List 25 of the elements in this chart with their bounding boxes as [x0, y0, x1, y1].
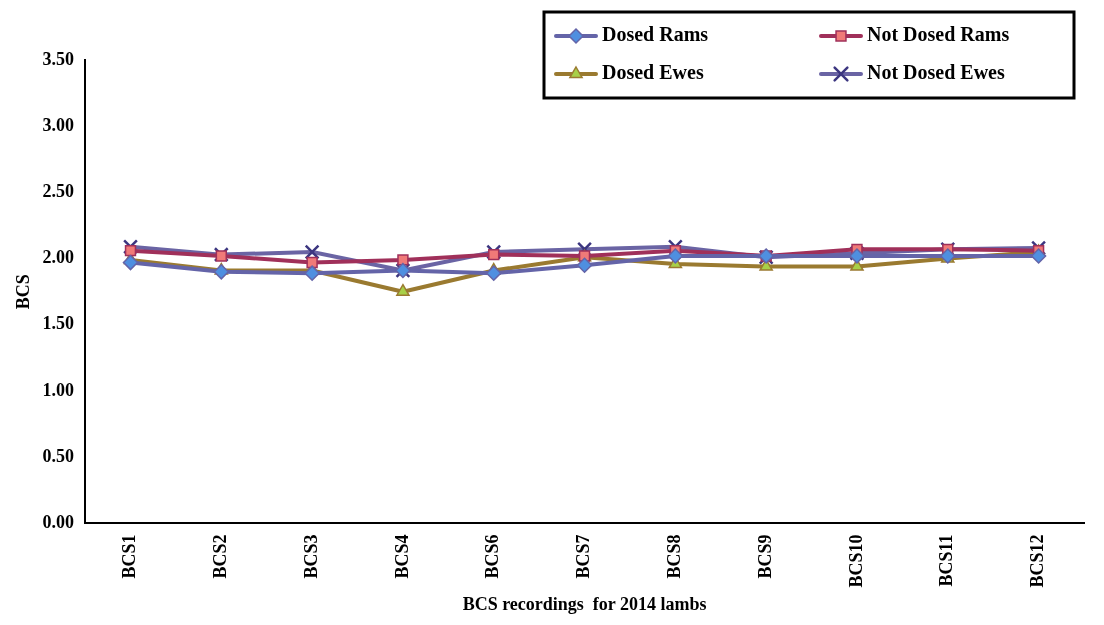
x-tick-label: BCS11	[936, 534, 957, 587]
x-tick-label: BCS12	[1027, 534, 1048, 588]
y-tick-label: 0.50	[42, 445, 75, 466]
x-tick-label: BCS10	[845, 534, 866, 588]
legend-label: Dosed Ewes	[602, 61, 704, 84]
y-tick-label: 1.50	[42, 313, 75, 334]
y-tick-label: 3.50	[42, 48, 75, 69]
x-tick-label: BCS6	[482, 534, 503, 579]
y-tick-label: 2.00	[42, 247, 75, 268]
x-tick-label: BCS4	[391, 534, 412, 579]
x-axis-title: BCS recordings for 2014 lambs	[462, 593, 707, 614]
y-tick-label: 1.00	[42, 379, 75, 400]
y-axis-title: BCS	[13, 274, 34, 310]
x-tick-label: BCS9	[754, 534, 775, 579]
y-tick-label: 3.00	[42, 114, 75, 135]
y-tick-label: 0.00	[42, 512, 75, 533]
x-tick-label: BCS3	[300, 534, 321, 579]
x-tick-label: BCS1	[119, 534, 140, 579]
y-tick-label: 2.50	[42, 181, 75, 202]
legend-label: Not Dosed Ewes	[867, 61, 1005, 84]
x-tick-label: BCS2	[209, 534, 230, 579]
x-tick-label: BCS7	[573, 534, 594, 579]
legend-label: Dosed Rams	[602, 23, 709, 46]
legend-label: Not Dosed Rams	[867, 23, 1010, 46]
x-tick-label: BCS8	[664, 534, 685, 579]
